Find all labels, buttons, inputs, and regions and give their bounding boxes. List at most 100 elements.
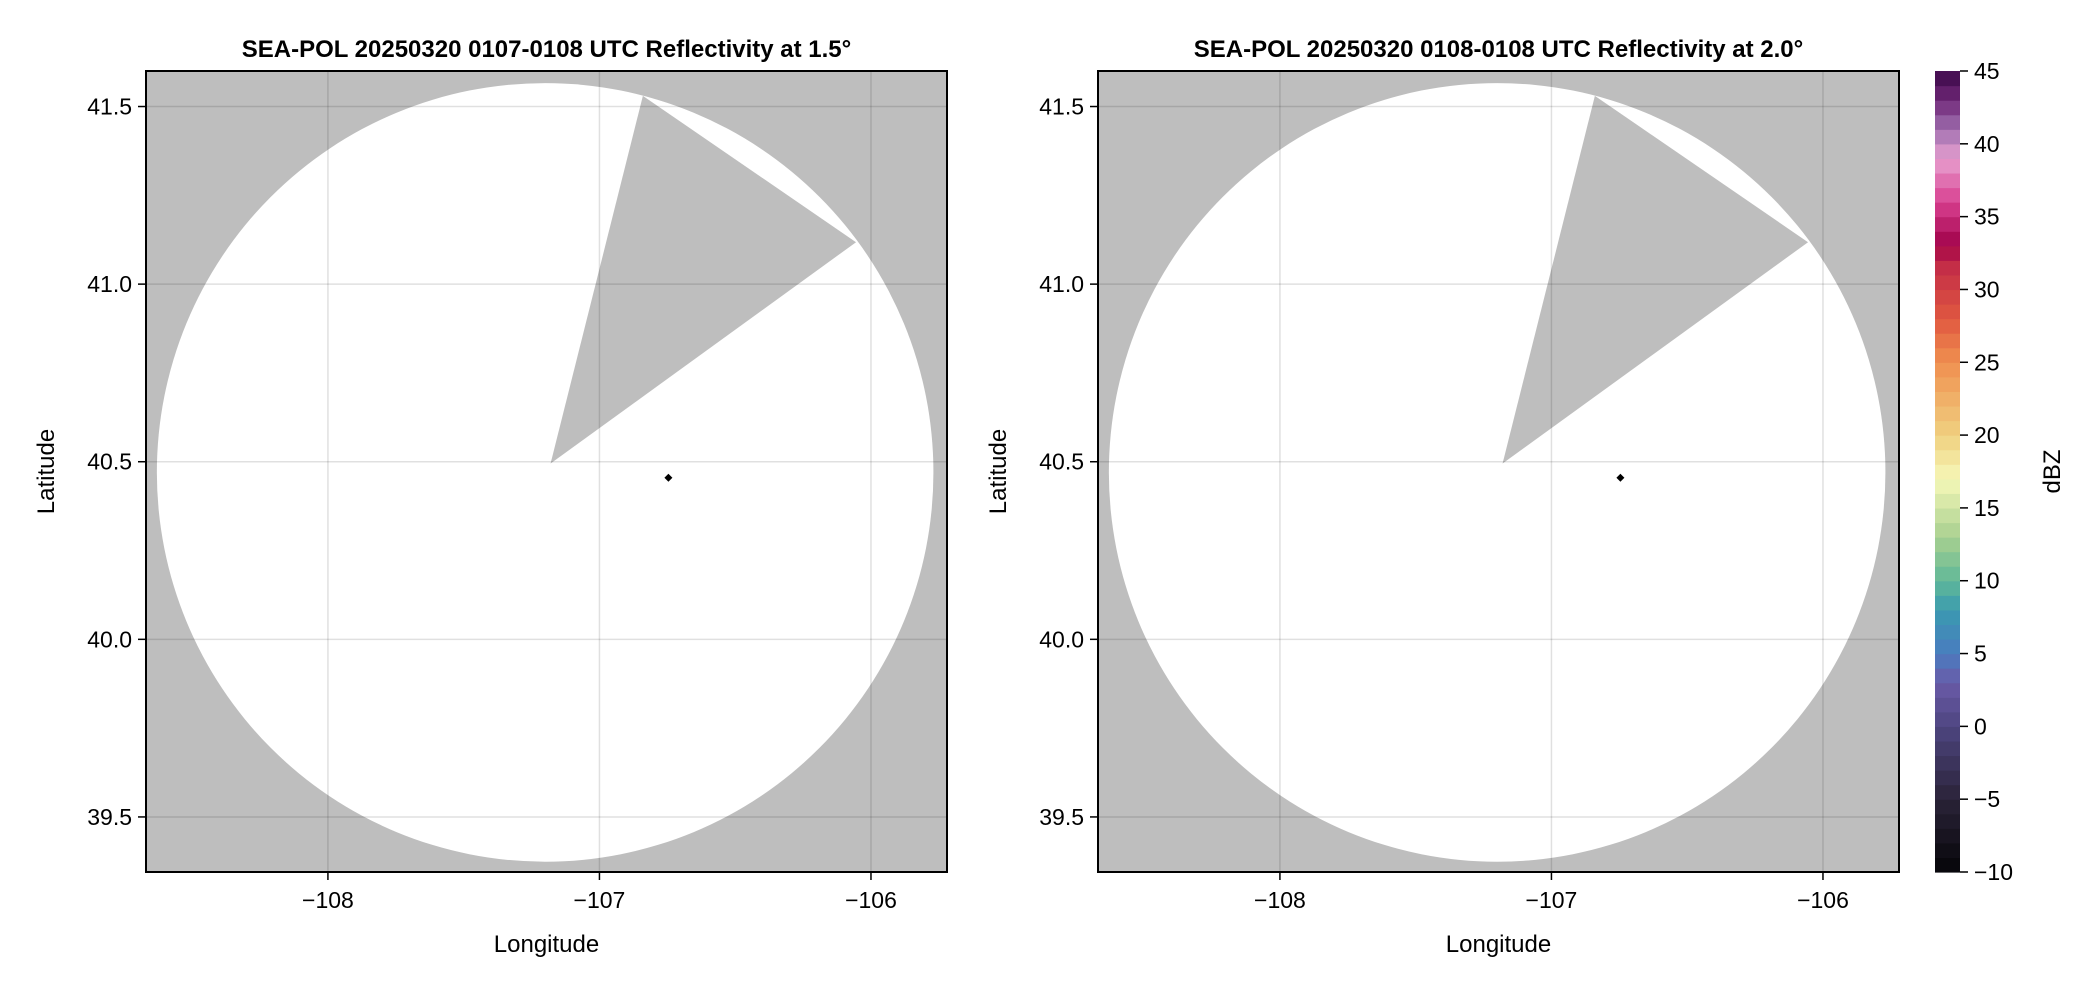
colorbar-bin [1935, 187, 1960, 203]
colorbar-bin [1935, 842, 1960, 859]
colorbar-tick-label: 20 [1974, 422, 2000, 448]
colorbar-bin [1935, 566, 1960, 582]
colorbar-bin [1935, 449, 1960, 465]
colorbar-bin [1935, 799, 1960, 815]
colorbar-tick-label: −5 [1974, 786, 2000, 812]
colorbar-tick-label: 10 [1974, 568, 2000, 594]
colorbar-bin [1935, 405, 1960, 422]
y-tick-label: 41.5 [1039, 94, 1084, 120]
y-tick-label: 40.0 [87, 626, 132, 652]
y-tick-label: 41.0 [1039, 271, 1084, 297]
x-tick-label: −108 [1254, 887, 1306, 913]
colorbar-bin [1935, 522, 1960, 538]
colorbar-bin [1935, 143, 1960, 159]
colorbar-bin [1935, 129, 1960, 145]
axes-frame [1097, 70, 1900, 873]
colorbar-bin [1935, 260, 1960, 276]
colorbar-bin [1935, 857, 1960, 873]
colorbar-bin [1935, 172, 1960, 189]
y-axis-label: Latitude [33, 429, 60, 514]
colorbar-bin [1935, 668, 1960, 684]
radar-location-marker [1616, 473, 1625, 482]
colorbar-bin [1935, 828, 1960, 844]
colorbar-bin [1935, 71, 1960, 87]
plot-area [146, 71, 947, 872]
colorbar-bin [1935, 333, 1960, 349]
colorbar-bin [1935, 770, 1960, 786]
x-axis-label: Longitude [1446, 931, 1551, 958]
colorbar-bin [1935, 114, 1960, 130]
colorbar-bin [1935, 595, 1960, 611]
colorbar-bin [1935, 653, 1960, 669]
colorbar-bin [1935, 158, 1960, 174]
colorbar-bin [1935, 376, 1960, 392]
radar-coverage-area [1108, 83, 1886, 862]
colorbar-label: dBZ [2039, 449, 2066, 493]
colorbar-tick-label: 25 [1974, 349, 2000, 375]
colorbar-tick-label: 45 [1974, 58, 2000, 84]
colorbar-bin [1935, 304, 1960, 320]
colorbar-tick-label: 40 [1974, 131, 2000, 157]
colorbar-tick-label: 5 [1974, 641, 1987, 667]
colorbar-bin [1935, 100, 1960, 116]
x-tick-label: −107 [1526, 887, 1578, 913]
colorbar-bin [1935, 85, 1960, 101]
colorbar-bin [1935, 231, 1960, 247]
colorbar-bin [1935, 245, 1960, 261]
colorbar-bin [1935, 464, 1960, 480]
colorbar-tick-label: 35 [1974, 204, 2000, 230]
plot-area [1098, 71, 1899, 872]
colorbar-bin [1935, 216, 1960, 232]
colorbar-tick-label: 30 [1974, 276, 2000, 302]
chart-title: SEA-POL 20250320 0107-0108 UTC Reflectiv… [242, 36, 851, 63]
y-tick-label: 40.5 [87, 449, 132, 475]
colorbar-bin [1935, 274, 1960, 291]
colorbar-bin [1935, 420, 1960, 436]
colorbar-bin [1935, 813, 1960, 829]
blocked-sector [550, 95, 857, 464]
colorbar-bin [1935, 784, 1960, 800]
colorbar-bin [1935, 551, 1960, 567]
colorbar-bin [1935, 580, 1960, 596]
colorbar-bin [1935, 318, 1960, 334]
x-tick-label: −108 [302, 887, 354, 913]
x-tick-label: −106 [845, 887, 897, 913]
colorbar-bin [1935, 391, 1960, 407]
colorbar-bin [1935, 478, 1960, 494]
x-tick-label: −106 [1797, 887, 1849, 913]
blocked-sector [1502, 95, 1809, 464]
radar-coverage-area [156, 83, 934, 862]
y-tick-label: 41.5 [87, 94, 132, 120]
colorbar-bin [1935, 711, 1960, 727]
colorbar-bin [1935, 740, 1960, 757]
colorbar-bin [1935, 493, 1960, 509]
y-tick-label: 39.5 [87, 804, 132, 830]
y-tick-label: 40.0 [1039, 626, 1084, 652]
colorbar-bin [1935, 682, 1960, 698]
plot-panel-1: −108 −107 −106 39.5 40.0 40.5 41.0 41.5 SEA-POL … [33, 36, 948, 958]
colorbar-bin [1935, 347, 1960, 363]
colorbar: −10 −5 0 5 10 15 20 25 30 35 40 45 dBZ [1935, 58, 2066, 885]
plot-panel-2: −108 −107 −106 39.5 40.0 40.5 41.0 41.5 SEA-POL … [985, 36, 1900, 958]
colorbar-bin [1935, 726, 1960, 742]
colorbar-bin [1935, 609, 1960, 626]
colorbar-bin [1935, 435, 1960, 451]
y-tick-label: 39.5 [1039, 804, 1084, 830]
colorbar-bin [1935, 537, 1960, 553]
colorbar-bin [1935, 697, 1960, 713]
axes-frame [145, 70, 948, 873]
colorbar-bin [1935, 362, 1960, 378]
x-axis-label: Longitude [494, 931, 599, 958]
colorbar-tick-label: −10 [1974, 859, 2013, 885]
colorbar-tick-label: 15 [1974, 495, 2000, 521]
x-tick-label: −107 [574, 887, 626, 913]
colorbar-bin [1935, 638, 1960, 655]
chart-title: SEA-POL 20250320 0108-0108 UTC Reflectiv… [1194, 36, 1803, 63]
y-axis-label: Latitude [985, 429, 1012, 514]
colorbar-bin [1935, 507, 1960, 524]
colorbar-bin [1935, 202, 1960, 218]
colorbar-bin [1935, 755, 1960, 771]
radar-location-marker [664, 473, 673, 482]
y-tick-label: 41.0 [87, 271, 132, 297]
